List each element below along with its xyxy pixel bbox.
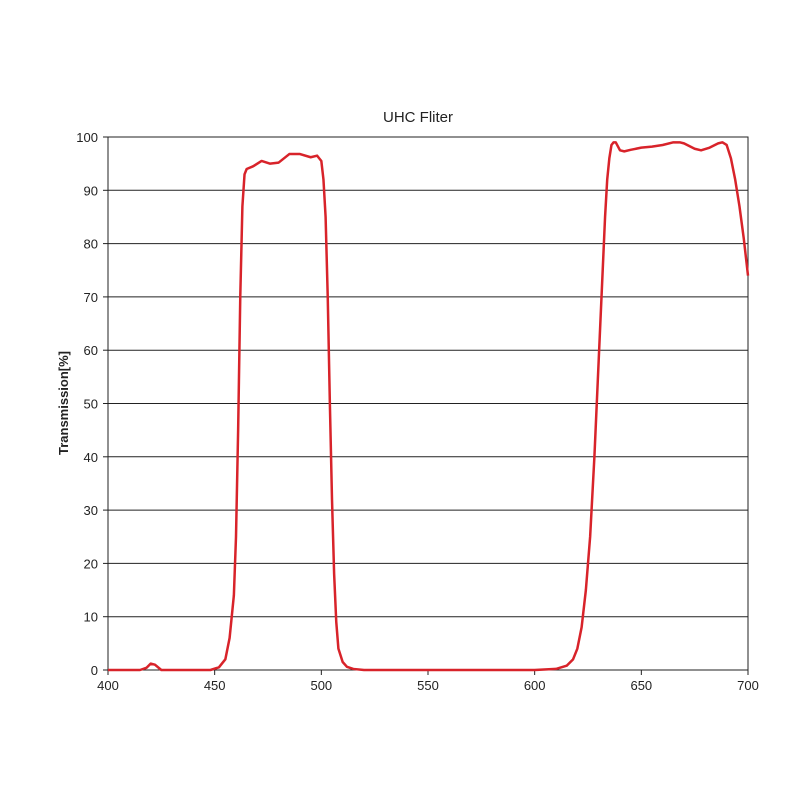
chart-title: UHC Fliter	[383, 109, 453, 126]
x-tick-label: 400	[97, 678, 119, 693]
y-tick-label: 10	[84, 610, 98, 625]
data-line	[108, 141, 750, 672]
y-tick-label: 0	[91, 663, 98, 678]
y-tick-label: 40	[84, 450, 98, 465]
y-tick-label: 70	[84, 290, 98, 305]
x-tick-label: 450	[204, 678, 226, 693]
y-tick-label: 30	[84, 503, 98, 518]
y-tick-label: 60	[84, 343, 98, 358]
x-tick-label: 650	[630, 678, 652, 693]
x-tick-label: 600	[524, 678, 546, 693]
x-tick-label: 550	[417, 678, 439, 693]
y-tick-label: 50	[84, 397, 98, 412]
y-tick-label: 100	[76, 130, 98, 145]
y-tick-label: 90	[84, 183, 98, 198]
y-tick-label: 80	[84, 237, 98, 252]
x-tick-label: 500	[310, 678, 332, 693]
y-axis-label: Transmission[%]	[56, 351, 71, 455]
x-tick-label: 700	[737, 678, 759, 693]
y-tick-label: 20	[84, 556, 98, 571]
